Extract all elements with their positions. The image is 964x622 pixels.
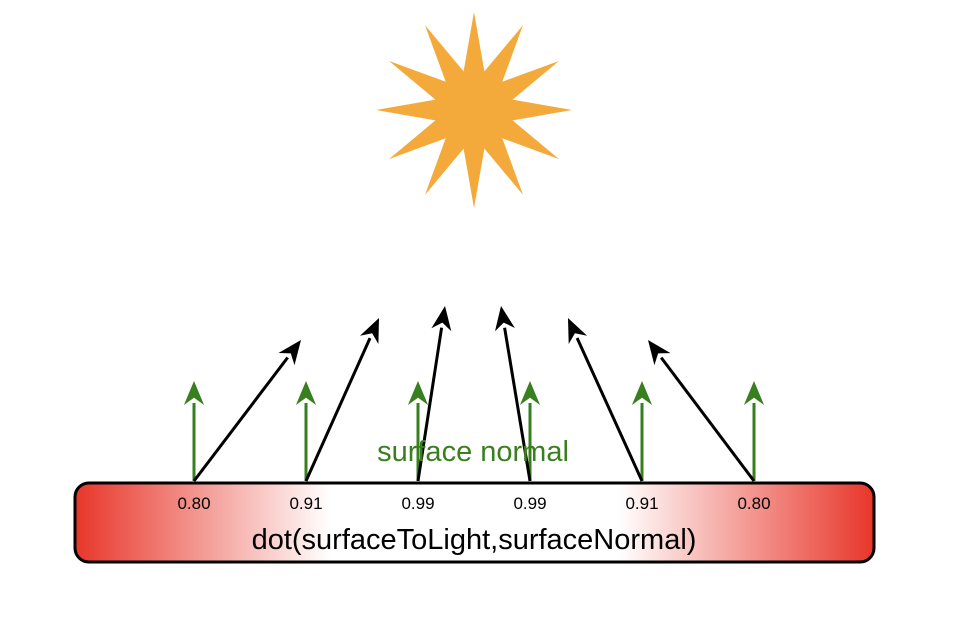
surface-to-light-arrow <box>416 306 452 482</box>
formula-label: dot(surfaceToLight,surfaceNormal) <box>252 524 697 556</box>
dot-value-label: 0.91 <box>625 494 658 513</box>
surface-normal-arrow <box>183 381 205 481</box>
dot-value-label: 0.99 <box>513 494 546 513</box>
dot-value-label: 0.91 <box>289 494 322 513</box>
sun-icon <box>376 12 572 208</box>
surface-normal-arrow <box>295 381 317 481</box>
surface-to-light-arrow <box>304 318 379 482</box>
surface-to-light-arrow <box>568 318 644 482</box>
surface-to-light-vectors <box>192 306 756 482</box>
surface-to-light-arrow <box>495 306 532 482</box>
surface-normal-arrow <box>407 381 429 481</box>
surface-normal-arrow <box>743 381 765 481</box>
surface-to-light-arrow <box>192 340 301 482</box>
surface-normal-arrow <box>631 381 653 481</box>
surface-normals <box>183 381 765 481</box>
dot-value-label: 0.80 <box>177 494 210 513</box>
dot-value-label: 0.80 <box>737 494 770 513</box>
dot-product-values: 0.80 0.91 0.99 0.99 0.91 0.80 <box>177 494 770 513</box>
surface-normal-label: surface normal <box>377 436 569 468</box>
dot-value-label: 0.99 <box>401 494 434 513</box>
surface-bar <box>73 481 876 564</box>
surface-to-light-arrow <box>648 340 756 482</box>
surface-normal-arrow <box>519 381 541 481</box>
